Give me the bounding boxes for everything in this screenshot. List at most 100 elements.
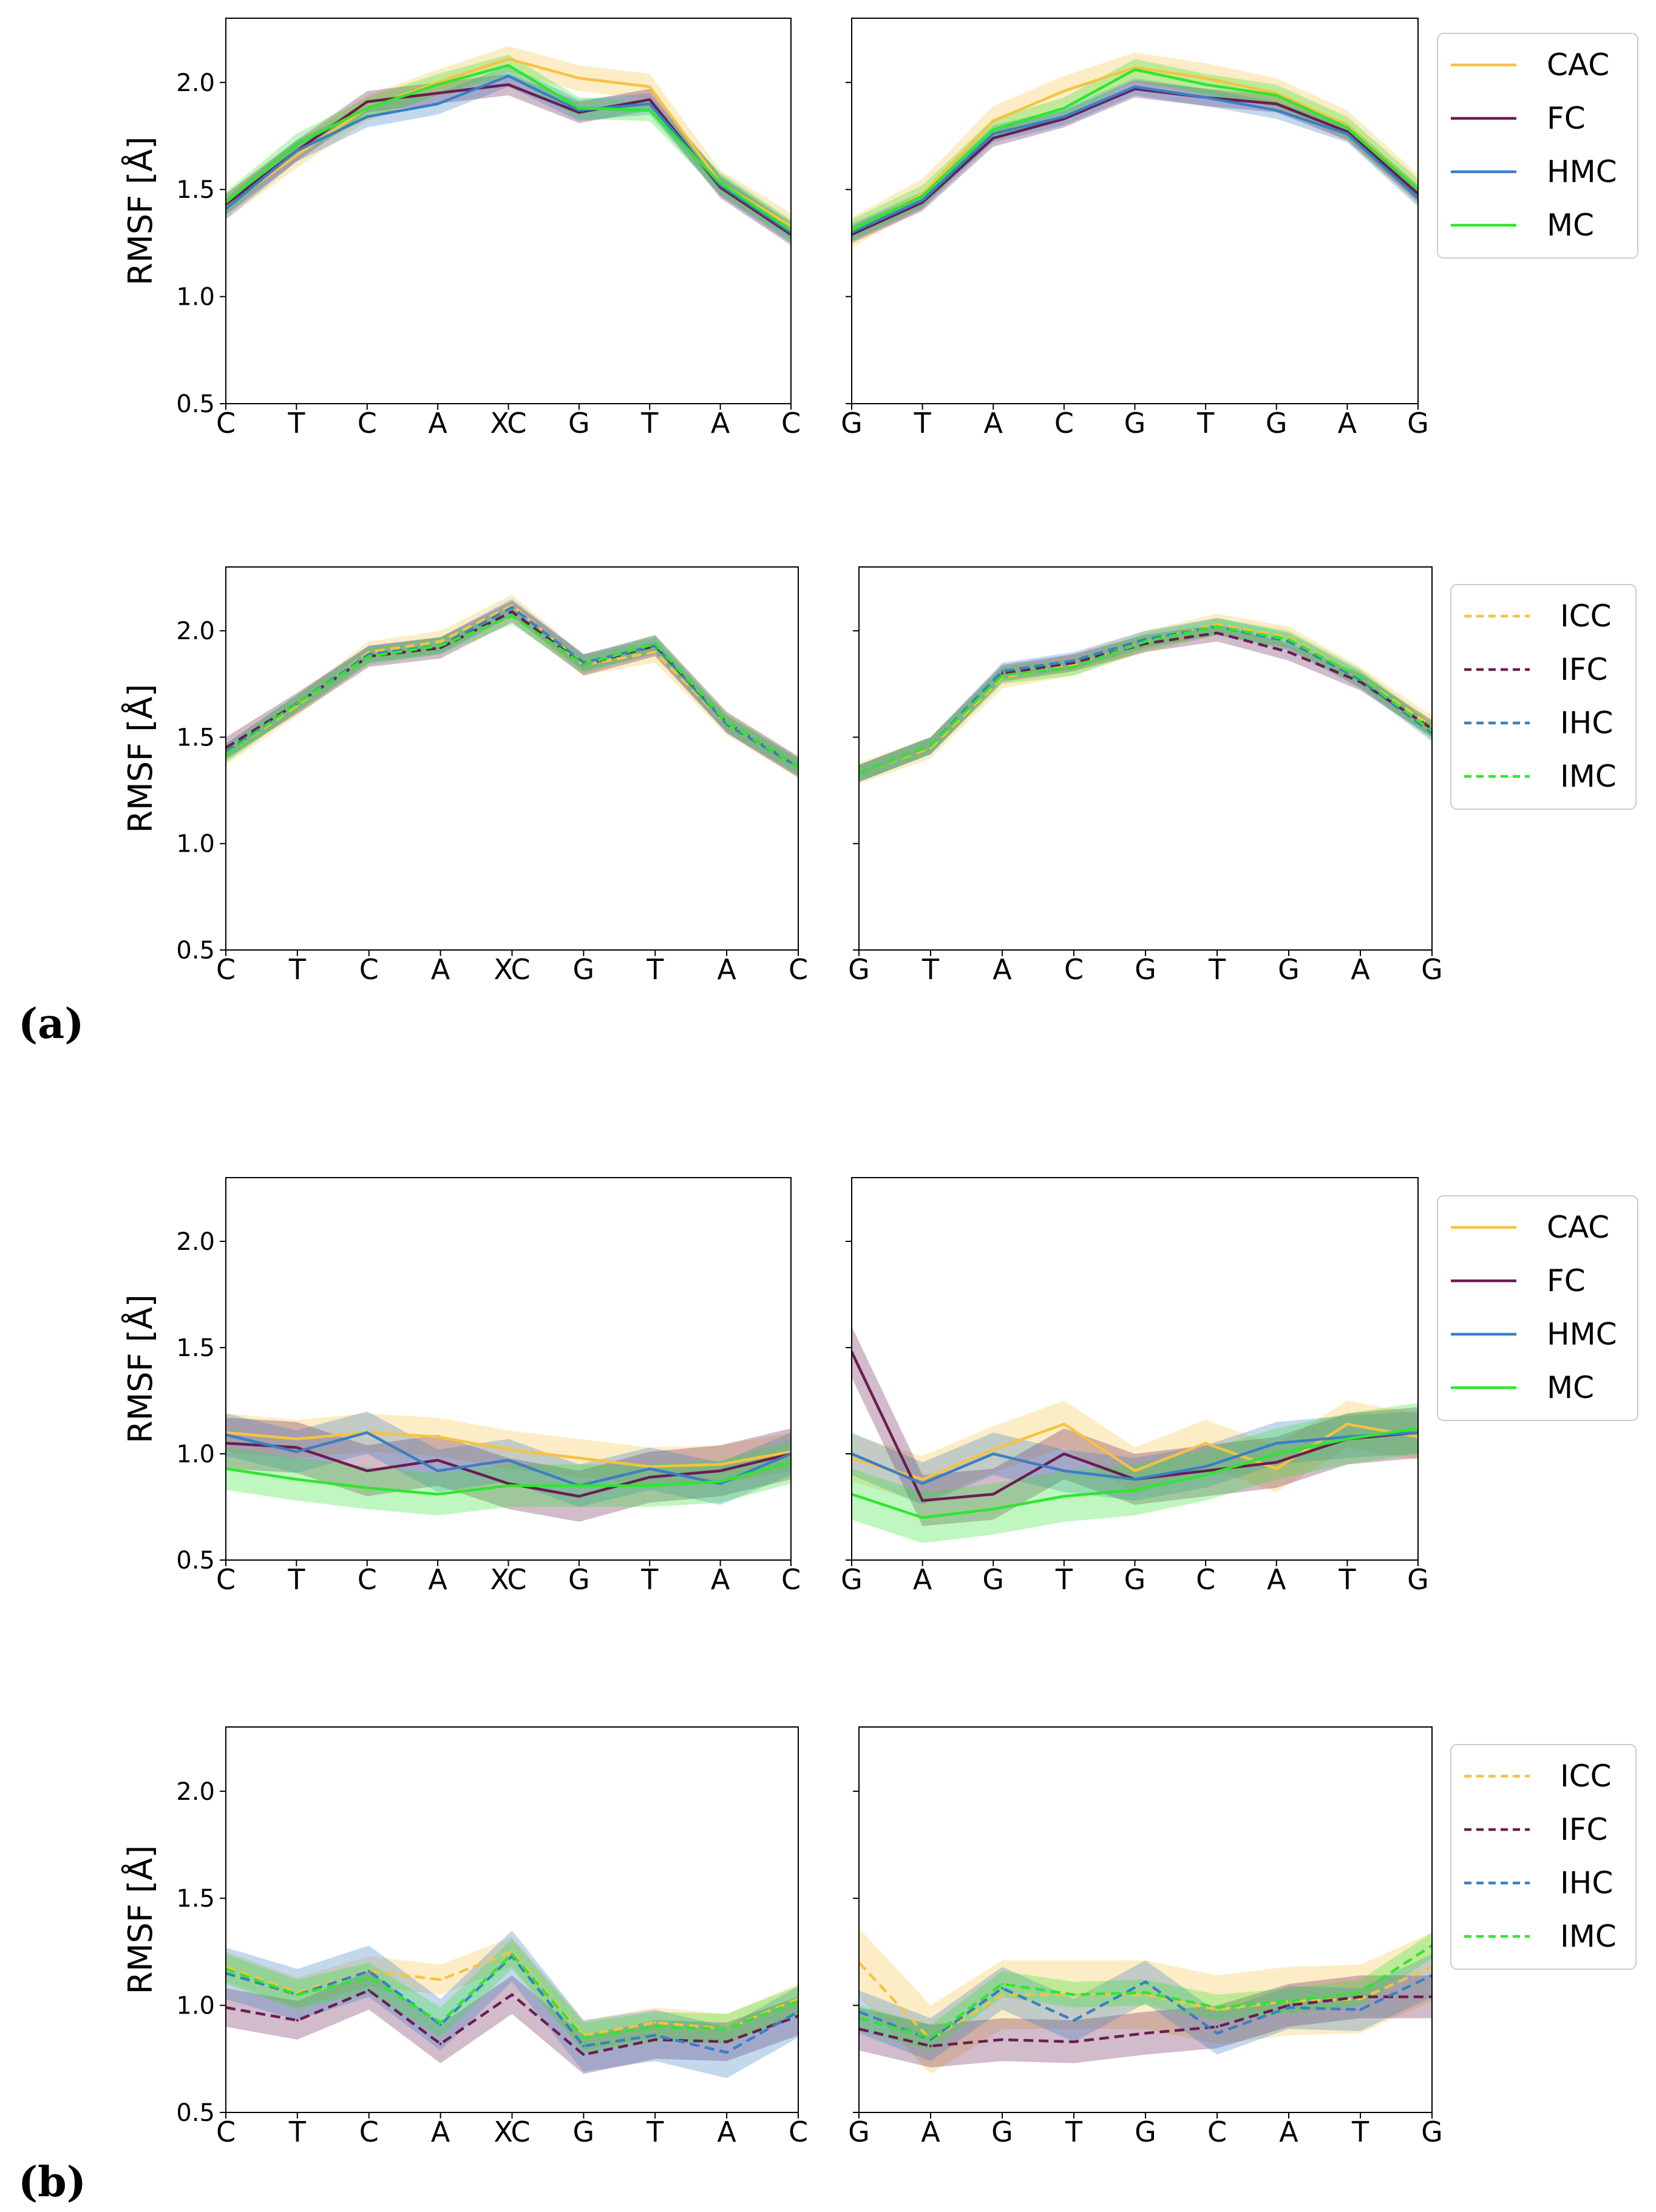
x-tick-label: XC bbox=[494, 953, 530, 986]
data-point-mc bbox=[436, 83, 439, 86]
data-point-mc bbox=[992, 1508, 995, 1510]
data-point-ifc bbox=[1073, 2040, 1075, 2043]
y-tick-label: 1.0 bbox=[176, 1440, 215, 1468]
data-point-hmc bbox=[921, 1482, 924, 1485]
x-tick-label: C bbox=[781, 1563, 801, 1596]
data-point-mc bbox=[295, 143, 298, 146]
x-tick-label: G bbox=[568, 407, 590, 439]
data-point-ifc bbox=[1288, 651, 1290, 654]
data-point-icc bbox=[439, 640, 442, 643]
x-tick-label: A bbox=[1351, 953, 1370, 986]
y-tick-label: 2.0 bbox=[176, 1778, 215, 1806]
x-tick-label: C bbox=[789, 953, 808, 986]
y-tick-label: 1.5 bbox=[176, 1885, 215, 1913]
data-point-fc bbox=[1275, 103, 1278, 106]
data-point-fc bbox=[507, 1482, 510, 1485]
data-point-cac bbox=[1275, 92, 1278, 95]
data-point-mc bbox=[1204, 83, 1207, 86]
data-point-cac bbox=[921, 1478, 924, 1481]
y-axis-label: RMSF [Å] bbox=[121, 137, 160, 286]
data-point-mc bbox=[365, 1487, 368, 1489]
legend: ICC IFC IHC IMC bbox=[1450, 1744, 1637, 1970]
data-point-ihc bbox=[1073, 2019, 1075, 2022]
legend-box bbox=[1437, 33, 1638, 259]
data-point-icc bbox=[654, 651, 657, 654]
x-tick-label: T bbox=[921, 953, 940, 986]
data-point-cac bbox=[1062, 1423, 1065, 1425]
plot-area bbox=[859, 614, 1432, 784]
data-point-mc bbox=[648, 109, 651, 112]
data-point-hmc bbox=[921, 198, 924, 202]
data-point-imc bbox=[725, 721, 728, 724]
data-point-fc bbox=[507, 83, 510, 86]
x-tick-label: T bbox=[914, 407, 932, 439]
band-icc bbox=[859, 1928, 1432, 2074]
x-tick-label: A bbox=[1338, 407, 1357, 439]
x-tick-label: A bbox=[428, 407, 447, 439]
chart-row-2: 0.5 1.0 1.5 2.0 C T C A XC G T A C RMSF [Å] G T A C G T G A G I… bbox=[121, 566, 1637, 986]
x-tick-label: C bbox=[781, 407, 801, 439]
x-tick-label: A bbox=[1267, 1563, 1286, 1596]
panel-label: (a) bbox=[18, 1000, 84, 1048]
y-axis-label: RMSF [Å] bbox=[121, 1845, 160, 1995]
band-ifc bbox=[226, 1971, 798, 2074]
data-point-ifc bbox=[1073, 661, 1075, 664]
legend-label-cac: CAC bbox=[1547, 1210, 1609, 1245]
data-point-cac bbox=[507, 58, 510, 61]
data-point-imc bbox=[511, 1952, 514, 1955]
data-point-hmc bbox=[719, 1482, 722, 1485]
data-point-ihc bbox=[654, 2034, 657, 2037]
x-tick-label: A bbox=[431, 2115, 450, 2148]
band-ihc bbox=[859, 1953, 1432, 2061]
data-point-ifc bbox=[1288, 2004, 1290, 2007]
x-tick-label: T bbox=[287, 407, 305, 439]
x-tick-label: XC bbox=[490, 1563, 526, 1596]
data-point-icc bbox=[929, 746, 932, 749]
data-point-fc bbox=[436, 92, 439, 95]
band-icc bbox=[859, 614, 1432, 784]
x-tick-label: A bbox=[717, 953, 736, 986]
x-tick-label: G bbox=[1407, 407, 1429, 439]
legend-box bbox=[1437, 1195, 1638, 1421]
data-point-ifc bbox=[439, 646, 442, 650]
x-tick-label: G bbox=[1421, 953, 1443, 986]
data-point-ifc bbox=[1359, 1995, 1362, 1998]
data-point-icc bbox=[1001, 1993, 1003, 1996]
legend-label-ifc: IFC bbox=[1560, 652, 1607, 687]
data-point-imc bbox=[725, 2027, 728, 2030]
plot-area bbox=[226, 594, 798, 778]
data-point-mc bbox=[1275, 1453, 1278, 1455]
data-point-mc bbox=[719, 182, 722, 185]
legend-label-ifc: IFC bbox=[1560, 1812, 1607, 1847]
data-point-fc bbox=[648, 1476, 651, 1479]
data-point-cac bbox=[1062, 89, 1065, 92]
data-point-cac bbox=[1346, 1423, 1349, 1425]
data-point-ihc bbox=[1216, 2032, 1218, 2035]
legend-label-mc: MC bbox=[1547, 208, 1594, 243]
data-point-mc bbox=[365, 107, 368, 110]
y-axis-label: RMSF [Å] bbox=[121, 684, 160, 833]
data-point-cac bbox=[1133, 1470, 1136, 1472]
plot-area bbox=[226, 1930, 798, 2078]
band-imc bbox=[226, 607, 798, 776]
data-point-hmc bbox=[992, 132, 995, 135]
data-point-ifc bbox=[1144, 2032, 1147, 2035]
y-tick-label: 2.0 bbox=[176, 617, 215, 645]
x-tick-label: G bbox=[1135, 953, 1156, 986]
data-point-hmc bbox=[1204, 96, 1207, 99]
data-point-fc bbox=[648, 98, 651, 101]
x-tick-label: T bbox=[1338, 1563, 1356, 1596]
x-tick-label: G bbox=[1124, 407, 1146, 439]
data-point-cac bbox=[1204, 76, 1207, 80]
data-point-icc bbox=[439, 1978, 442, 1981]
data-point-ifc bbox=[511, 610, 514, 613]
data-point-mc bbox=[1346, 126, 1349, 129]
data-point-cac bbox=[1275, 1467, 1278, 1470]
data-point-icc bbox=[1216, 623, 1218, 626]
data-point-hmc bbox=[507, 75, 510, 78]
x-tick-label: C bbox=[789, 2115, 808, 2148]
data-point-cac bbox=[507, 1448, 510, 1451]
panel-label: (b) bbox=[18, 2158, 86, 2207]
data-point-hmc bbox=[1275, 1442, 1278, 1445]
